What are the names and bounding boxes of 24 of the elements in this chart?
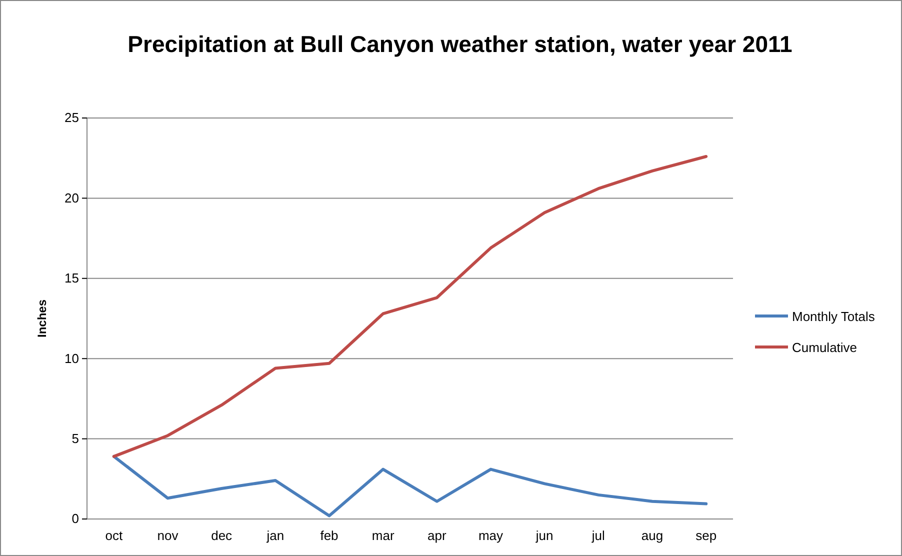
y-tick-label: 25 bbox=[64, 110, 79, 126]
y-tick-label: 20 bbox=[64, 190, 79, 206]
y-tick-label: 10 bbox=[64, 350, 79, 366]
x-tick-label: mar bbox=[372, 528, 395, 544]
x-tick-label: aug bbox=[641, 528, 664, 544]
x-tick-label: dec bbox=[211, 528, 233, 544]
x-tick-label: feb bbox=[320, 528, 338, 544]
y-tick-label: 15 bbox=[64, 270, 79, 286]
chart-title: Precipitation at Bull Canyon weather station, water year 2011 bbox=[128, 31, 793, 57]
y-tick-label: 0 bbox=[72, 511, 79, 526]
legend-label: Monthly Totals bbox=[792, 309, 876, 324]
x-tick-label: nov bbox=[157, 528, 179, 544]
y-axis-title: Inches bbox=[35, 299, 49, 338]
x-tick-label: jan bbox=[266, 528, 284, 544]
line-series bbox=[112, 154, 708, 458]
y-tick-label: 5 bbox=[72, 430, 79, 446]
x-tick-label: sep bbox=[696, 528, 717, 544]
line-series bbox=[112, 454, 708, 518]
legend-label: Cumulative bbox=[792, 340, 858, 355]
x-tick-label: apr bbox=[428, 528, 447, 544]
x-tick-label: jul bbox=[590, 528, 606, 544]
x-tick-label: may bbox=[478, 528, 504, 544]
x-tick-label: oct bbox=[105, 528, 123, 544]
x-tick-label: jun bbox=[534, 528, 554, 544]
